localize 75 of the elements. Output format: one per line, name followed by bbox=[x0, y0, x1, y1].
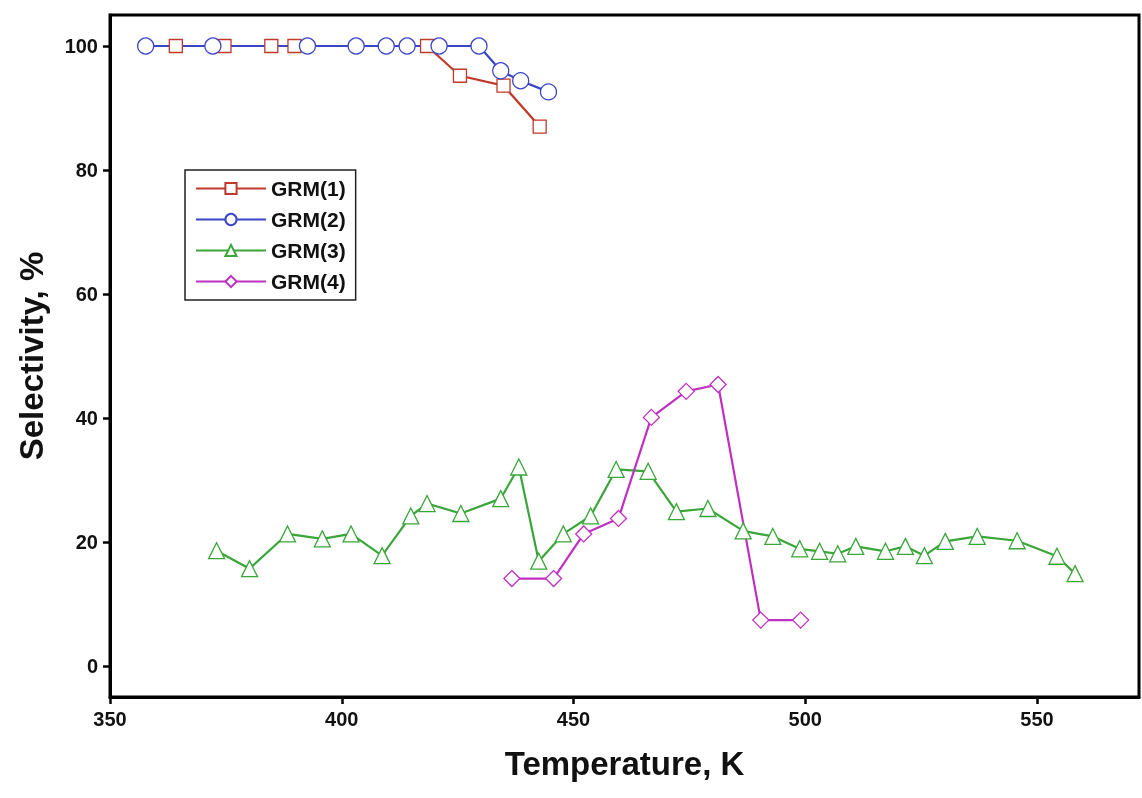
y-tick-label: 60 bbox=[75, 283, 98, 305]
y-tick-label: 0 bbox=[86, 655, 98, 677]
point bbox=[847, 537, 865, 555]
point bbox=[347, 37, 365, 55]
point bbox=[1066, 564, 1084, 583]
legend-label: GRM(4) bbox=[271, 270, 346, 293]
point bbox=[532, 119, 547, 134]
point bbox=[829, 545, 847, 563]
point bbox=[575, 525, 593, 543]
y-axis-title: Selectivity, % bbox=[13, 251, 50, 461]
point bbox=[607, 460, 625, 479]
point bbox=[287, 38, 302, 54]
point bbox=[699, 499, 717, 518]
point bbox=[667, 502, 686, 521]
point bbox=[496, 78, 511, 93]
point bbox=[492, 62, 510, 80]
point bbox=[936, 532, 954, 551]
point bbox=[642, 408, 661, 427]
point bbox=[373, 546, 391, 565]
point bbox=[503, 569, 521, 588]
y-tick-label: 80 bbox=[75, 159, 98, 181]
point bbox=[402, 507, 420, 525]
point bbox=[492, 489, 510, 508]
point bbox=[313, 530, 331, 548]
point bbox=[342, 525, 360, 543]
point bbox=[752, 611, 770, 629]
point bbox=[240, 560, 259, 578]
point bbox=[968, 527, 986, 546]
point bbox=[1048, 547, 1066, 565]
x-axis-title: Temperature, K bbox=[504, 745, 745, 782]
point bbox=[791, 611, 810, 629]
point bbox=[677, 382, 695, 400]
point bbox=[377, 37, 395, 55]
point bbox=[791, 540, 809, 558]
point bbox=[264, 38, 279, 54]
point bbox=[896, 537, 915, 555]
point bbox=[278, 525, 297, 543]
point bbox=[452, 68, 468, 83]
point bbox=[207, 542, 226, 560]
point bbox=[204, 37, 222, 55]
point bbox=[530, 552, 548, 570]
legend-label: GRM(1) bbox=[271, 177, 346, 200]
point bbox=[810, 542, 829, 560]
legend-label: GRM(2) bbox=[271, 208, 346, 231]
point bbox=[168, 38, 183, 54]
point bbox=[398, 37, 416, 55]
x-tick-label: 550 bbox=[1020, 708, 1054, 730]
x-tick-label: 500 bbox=[788, 708, 822, 730]
point bbox=[764, 527, 782, 546]
x-tick-label: 400 bbox=[325, 708, 359, 730]
point bbox=[470, 37, 488, 55]
point bbox=[709, 375, 727, 394]
point bbox=[298, 37, 317, 55]
point bbox=[539, 83, 558, 101]
y-tick-label: 40 bbox=[75, 407, 98, 429]
point bbox=[734, 522, 752, 540]
point bbox=[137, 37, 155, 55]
point bbox=[418, 494, 436, 513]
x-tick-label: 350 bbox=[93, 708, 127, 730]
point bbox=[510, 458, 528, 476]
point bbox=[582, 507, 600, 525]
point bbox=[430, 37, 448, 55]
x-tick-label: 450 bbox=[556, 708, 591, 730]
y-tick-label: 20 bbox=[75, 531, 98, 553]
point bbox=[639, 462, 657, 480]
legend-label: GRM(3) bbox=[271, 239, 346, 262]
point bbox=[1008, 532, 1026, 550]
point bbox=[876, 542, 895, 560]
point bbox=[609, 509, 628, 528]
point bbox=[452, 504, 470, 523]
y-tick-label: 100 bbox=[64, 35, 98, 57]
point bbox=[512, 72, 530, 90]
point bbox=[544, 569, 563, 588]
point bbox=[915, 546, 934, 565]
point bbox=[554, 525, 572, 543]
